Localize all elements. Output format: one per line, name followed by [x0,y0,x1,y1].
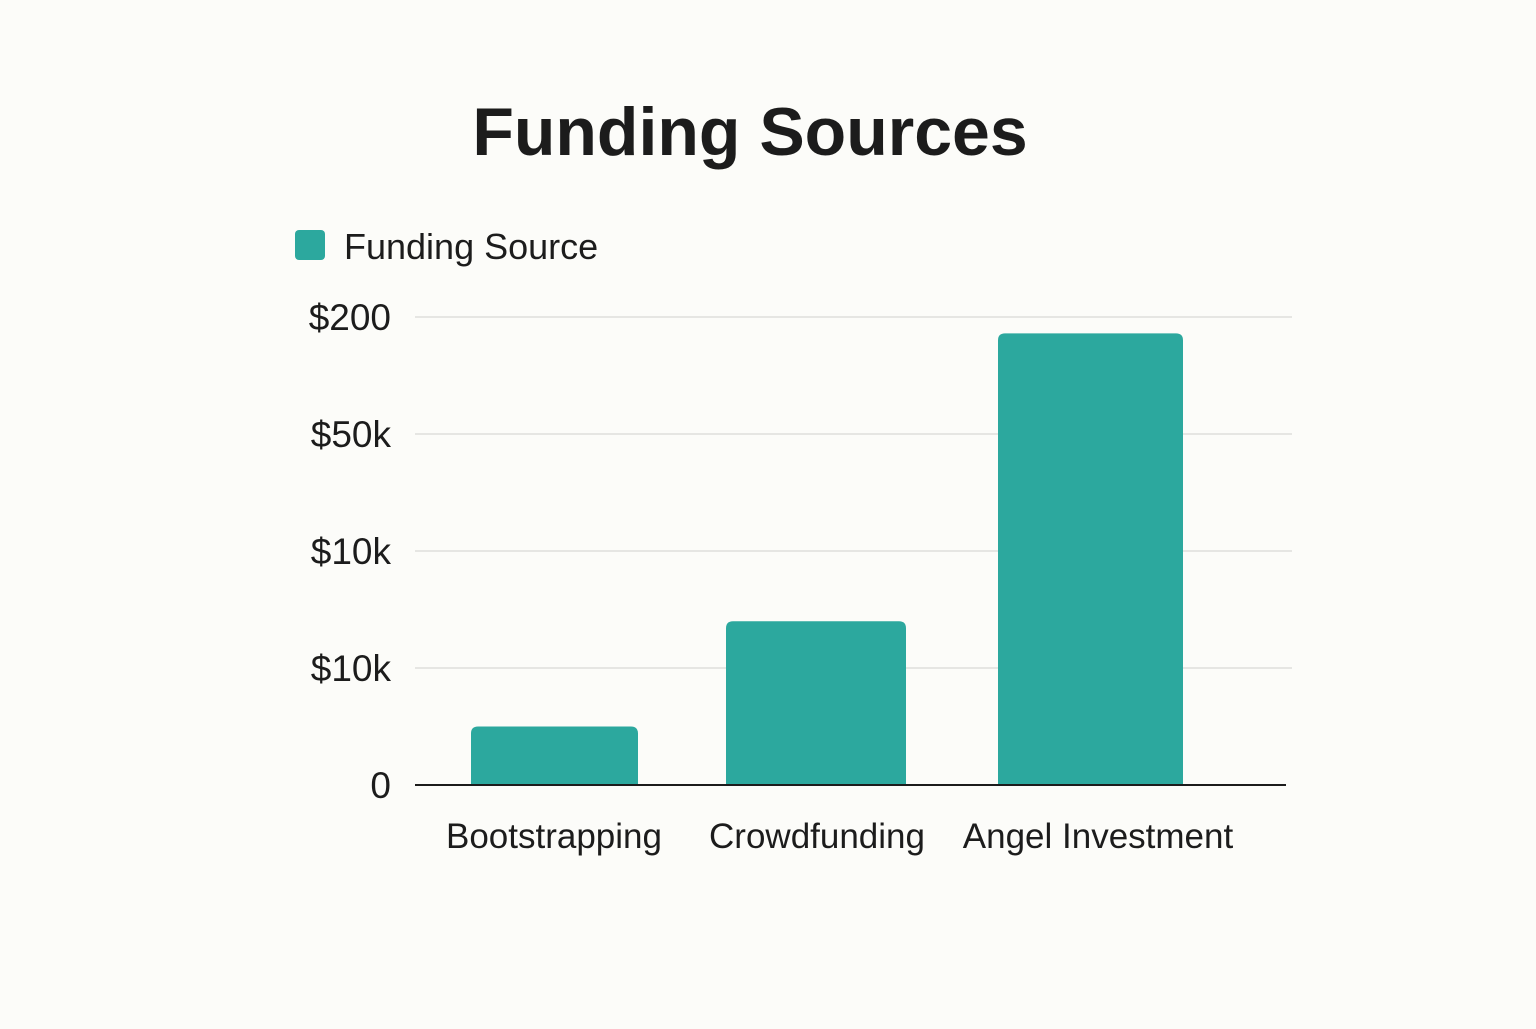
legend-swatch [295,230,325,260]
y-tick-label: 0 [370,765,391,806]
x-category-label: Crowdfunding [709,817,925,856]
y-tick-label: $10k [311,648,392,689]
legend-label: Funding Source [344,226,598,267]
y-tick-label: $10k [311,531,392,572]
bar-bootstrapping [471,726,638,785]
bar-crowdfunding [726,621,906,785]
y-tick-label: $50k [311,414,392,455]
y-tick-label: $200 [309,297,391,338]
chart-title: Funding Sources [472,94,1027,170]
bars [471,333,1183,785]
x-category-label: Bootstrapping [446,817,662,856]
bar-angel-investment [998,333,1183,785]
x-axis-categories: Bootstrapping Crowdfunding Angel Investmen… [446,817,1233,856]
y-axis-ticks: 0 $10k $10k $50k $200 [309,297,392,806]
x-category-label: Angel Investment [963,817,1234,856]
legend: Funding Source [295,226,598,267]
